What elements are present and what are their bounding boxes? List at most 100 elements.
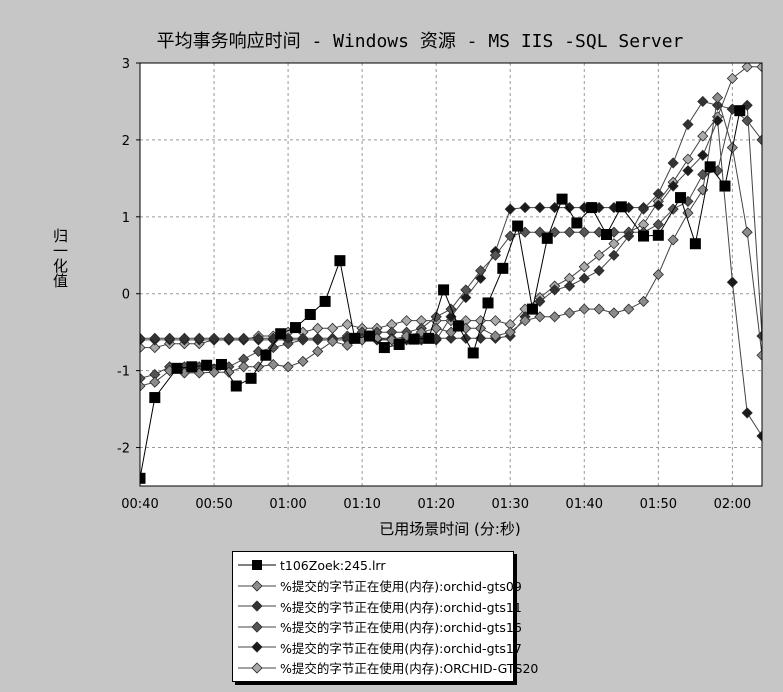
data-point-diamond (667, 180, 679, 192)
data-point-diamond (726, 72, 738, 84)
data-point-diamond (578, 272, 590, 284)
data-point-diamond (637, 203, 650, 215)
data-point-square (734, 105, 746, 117)
x-tick-label: 01:30 (492, 497, 529, 512)
data-point-diamond (726, 276, 738, 288)
legend-entry: %提交的字节正在使用(内存):orchid-gts17 (233, 637, 522, 658)
data-point-diamond (489, 330, 501, 342)
data-point-diamond (697, 149, 709, 161)
data-point-diamond (563, 280, 576, 292)
data-point-square (408, 333, 420, 345)
data-point-diamond (697, 130, 709, 142)
data-point-diamond (140, 380, 146, 392)
x-tick-label: 00:50 (195, 497, 232, 512)
data-point-square (423, 332, 435, 344)
data-point-diamond (652, 268, 664, 281)
data-point-square (393, 338, 405, 350)
y-tick-label: 3 (122, 57, 130, 72)
data-point-diamond (623, 230, 635, 242)
data-point-diamond (312, 345, 324, 357)
data-point-square (541, 232, 553, 244)
series-group (140, 63, 762, 484)
data-point-diamond (460, 284, 472, 296)
legend-diamond-marker (238, 580, 276, 592)
y-axis-label: 归一化值 (51, 228, 69, 288)
legend-label: %提交的字节正在使用(内存):orchid-gts17 (280, 640, 522, 656)
data-point-diamond (519, 315, 531, 327)
data-point-square (638, 230, 650, 242)
data-point-diamond (267, 358, 279, 371)
y-tick-label: -1 (117, 365, 130, 380)
data-point-diamond (149, 376, 161, 388)
data-point-diamond (549, 284, 561, 296)
data-point-diamond (489, 249, 501, 261)
data-point-square (364, 330, 376, 342)
data-point-diamond (593, 249, 605, 261)
x-tick-label: 01:20 (417, 497, 454, 512)
data-point-diamond (238, 361, 250, 373)
data-point-diamond (282, 361, 294, 373)
legend-diamond-marker (238, 641, 276, 653)
data-point-diamond (563, 226, 576, 238)
data-point-diamond (667, 234, 679, 246)
data-point-diamond (652, 199, 664, 211)
data-point-square (652, 229, 664, 241)
data-point-square (497, 262, 509, 274)
data-point-square (719, 180, 731, 192)
data-point-diamond (682, 165, 694, 177)
data-point-diamond (682, 153, 694, 165)
data-point-diamond (430, 311, 442, 323)
data-point-diamond (460, 292, 472, 304)
data-point-square (601, 229, 612, 241)
data-point-square (245, 372, 257, 384)
data-point-diamond (712, 92, 724, 104)
data-point-diamond (741, 63, 753, 73)
data-point-diamond (149, 332, 161, 344)
data-point-diamond (741, 115, 753, 127)
data-point-square (140, 472, 146, 484)
data-point-square (334, 255, 346, 267)
data-point-diamond (608, 307, 620, 319)
legend-label: %提交的字节正在使用(内存):orchid-gts09 (280, 579, 522, 595)
data-point-diamond (652, 188, 664, 200)
data-point-diamond (238, 332, 250, 344)
data-point-diamond (504, 203, 516, 215)
data-point-diamond (667, 157, 679, 169)
data-point-square (304, 308, 316, 320)
legend-diamond-marker (238, 600, 276, 612)
data-point-diamond (741, 226, 753, 238)
data-point-diamond (297, 332, 309, 344)
data-point-diamond (164, 332, 176, 344)
data-point-diamond (682, 118, 694, 131)
data-point-diamond (534, 202, 546, 214)
x-axis-label: 已用场景时间 (分:秒) (379, 520, 521, 538)
data-point-diamond (593, 265, 605, 277)
chart-title: 平均事务响应时间 - Windows 资源 - MS IIS -SQL Serv… (156, 31, 684, 52)
x-tick-label: 02:00 (714, 497, 751, 512)
data-point-square (615, 201, 627, 213)
data-point-square (467, 347, 479, 359)
data-point-diamond (341, 318, 353, 331)
data-point-diamond (756, 349, 762, 361)
data-point-square (319, 295, 331, 307)
data-point-diamond (756, 134, 762, 146)
legend-entry: %提交的字节正在使用(内存):ORCHID-GTS20 (233, 658, 538, 679)
y-tick-label: -2 (117, 442, 130, 457)
data-point-diamond (252, 332, 265, 344)
legend-label: %提交的字节正在使用(内存):orchid-gts11 (280, 599, 522, 615)
data-point-diamond (223, 332, 235, 344)
legend-entry: t106Zoek:245.lrr (233, 555, 513, 576)
data-point-diamond (549, 311, 561, 323)
data-point-square (201, 359, 213, 371)
data-point-diamond (489, 315, 501, 327)
x-tick-label: 01:50 (640, 497, 677, 512)
legend-diamond-marker (238, 662, 276, 674)
data-point-square (452, 320, 464, 332)
data-point-square (260, 349, 272, 361)
data-point-square (586, 202, 598, 214)
data-point-diamond (445, 332, 457, 344)
x-tick-label: 01:10 (343, 497, 380, 512)
data-point-diamond (401, 315, 413, 327)
